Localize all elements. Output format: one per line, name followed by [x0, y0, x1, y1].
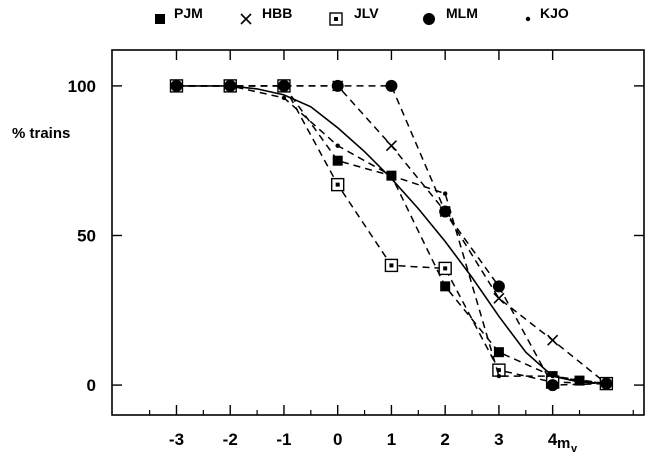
- data-point-mlm: [331, 79, 344, 92]
- legend-item-mlm: MLM: [423, 5, 478, 25]
- legend-item-pjm: PJM: [155, 5, 203, 24]
- data-point-jlv: [438, 261, 452, 276]
- legend-item-jlv: JLV: [329, 5, 379, 26]
- y-axis-label: % trains: [12, 125, 70, 142]
- series-group: [169, 79, 614, 392]
- legend-label: MLM: [446, 5, 478, 21]
- x-tick-label: -3: [169, 430, 184, 449]
- series-jlv: [169, 79, 614, 391]
- legend-item-kjo: KJO: [525, 5, 569, 22]
- series-line-mlm: [176, 85, 607, 386]
- data-point-kjo: [335, 143, 340, 148]
- x-tick-label: 1: [387, 430, 396, 449]
- x-tick-label: -1: [276, 430, 291, 449]
- series-fit-curve: [176, 85, 607, 385]
- legend-label: KJO: [540, 5, 569, 21]
- series-line-pjm: [176, 85, 607, 385]
- x-tick-label: 0: [333, 430, 342, 449]
- legend: PJM HBB JLV MLM KJO: [155, 5, 569, 26]
- y-tick-label: 0: [87, 376, 96, 395]
- legend-label: JLV: [354, 5, 379, 21]
- series-line-hbb: [176, 85, 607, 385]
- data-point-pjm: [332, 155, 343, 166]
- legend-marker-hbb: [240, 13, 252, 25]
- y-tick-label: 100: [68, 77, 96, 96]
- series-mlm: [170, 79, 613, 392]
- legend-marker-mlm: [423, 13, 435, 25]
- data-point-pjm: [440, 281, 451, 292]
- axis-ticks: -3 -2 -1 0 1 2 3 4 0 50 100: [68, 50, 644, 449]
- y-tick-label: 50: [77, 226, 96, 245]
- x-tick-label: 4: [548, 430, 558, 449]
- data-point-mlm: [492, 280, 505, 293]
- series-hbb: [170, 80, 612, 390]
- legend-marker-jlv: [329, 12, 343, 26]
- fit-curve-line: [176, 85, 607, 385]
- legend-item-hbb: HBB: [240, 5, 292, 25]
- x-axis-label: m: [557, 435, 570, 452]
- data-point-kjo: [174, 83, 179, 89]
- plot-frame: [111, 49, 645, 416]
- series-pjm: [171, 80, 612, 389]
- data-point-mlm: [385, 79, 398, 92]
- series-line-kjo: [176, 85, 607, 385]
- data-point-mlm: [277, 79, 290, 92]
- data-point-hbb: [493, 292, 505, 304]
- series-line-jlv: [176, 85, 607, 385]
- data-point-jlv: [330, 177, 345, 192]
- data-point-kjo: [442, 191, 448, 196]
- legend-marker-pjm: [155, 14, 165, 24]
- data-point-mlm: [546, 379, 559, 392]
- data-point-pjm: [493, 347, 504, 358]
- x-tick-label: 3: [494, 430, 503, 449]
- x-tick-label: 2: [440, 430, 449, 449]
- data-point-kjo: [496, 373, 502, 379]
- legend-label: PJM: [174, 5, 203, 21]
- legend-label: HBB: [262, 5, 292, 21]
- data-point-mlm: [439, 205, 452, 218]
- series-kjo: [174, 83, 609, 386]
- data-point-kjo: [281, 95, 287, 101]
- x-axis-label-subscript: v: [571, 443, 578, 455]
- x-tick-label: -2: [223, 430, 238, 449]
- data-point-hbb: [547, 334, 559, 346]
- legend-marker-kjo: [525, 16, 531, 22]
- data-point-hbb: [385, 140, 397, 152]
- data-point-jlv: [384, 258, 399, 273]
